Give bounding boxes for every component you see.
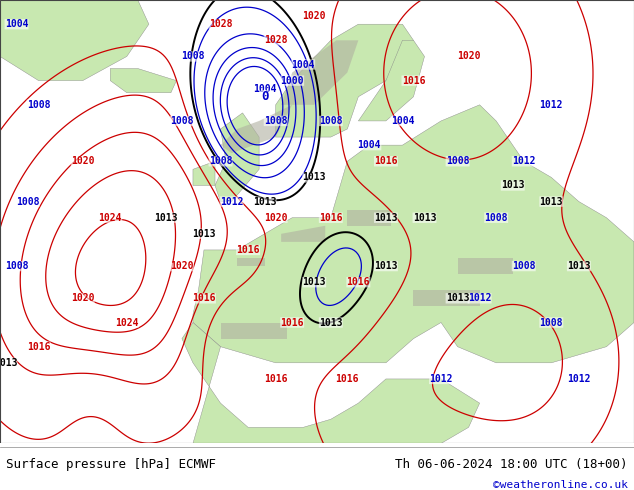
- Text: 1016: 1016: [264, 374, 287, 384]
- Polygon shape: [110, 69, 176, 93]
- Text: 1013: 1013: [302, 172, 326, 182]
- Text: 1013: 1013: [413, 213, 436, 222]
- Text: 1013: 1013: [374, 213, 398, 222]
- Text: 1012: 1012: [468, 294, 491, 303]
- Polygon shape: [458, 258, 513, 274]
- Polygon shape: [281, 226, 325, 242]
- Text: 1008: 1008: [540, 318, 563, 327]
- Polygon shape: [193, 161, 215, 185]
- Text: 1013: 1013: [446, 294, 469, 303]
- Text: 1024: 1024: [98, 213, 122, 222]
- Polygon shape: [0, 0, 149, 81]
- Text: 1008: 1008: [319, 116, 342, 126]
- Polygon shape: [413, 290, 480, 306]
- Text: 1004: 1004: [391, 116, 414, 126]
- Text: 1016: 1016: [27, 342, 50, 352]
- Text: 1013: 1013: [302, 277, 326, 287]
- Text: 1013: 1013: [540, 196, 563, 207]
- Text: 1013: 1013: [192, 229, 216, 239]
- Text: 1008: 1008: [484, 213, 508, 222]
- Polygon shape: [182, 322, 480, 443]
- Text: 1013: 1013: [374, 261, 398, 271]
- Text: 1004: 1004: [253, 84, 276, 94]
- Text: 1016: 1016: [280, 318, 304, 327]
- Polygon shape: [221, 322, 287, 339]
- Text: 1020: 1020: [71, 156, 94, 166]
- Text: 1008: 1008: [27, 100, 50, 110]
- Text: 1012: 1012: [567, 374, 591, 384]
- Text: 1004: 1004: [292, 59, 315, 70]
- Text: 1028: 1028: [264, 35, 287, 45]
- Text: 1016: 1016: [374, 156, 398, 166]
- Text: 1012: 1012: [512, 156, 536, 166]
- Text: 1004: 1004: [5, 19, 29, 29]
- Text: 0: 0: [261, 90, 268, 103]
- Text: 1020: 1020: [170, 261, 193, 271]
- Text: Th 06-06-2024 18:00 UTC (18+00): Th 06-06-2024 18:00 UTC (18+00): [395, 458, 628, 471]
- Text: 1008: 1008: [446, 156, 469, 166]
- Text: 1008: 1008: [170, 116, 193, 126]
- Polygon shape: [193, 105, 634, 363]
- Text: 1013: 1013: [567, 261, 591, 271]
- Text: 1008: 1008: [512, 261, 536, 271]
- Text: 1016: 1016: [347, 277, 370, 287]
- Polygon shape: [358, 40, 425, 121]
- Text: 1008: 1008: [264, 116, 287, 126]
- Text: 1013: 1013: [253, 196, 276, 207]
- Text: 1008: 1008: [181, 51, 205, 61]
- Text: 1020: 1020: [71, 294, 94, 303]
- Text: 1012: 1012: [429, 374, 453, 384]
- Text: 1000: 1000: [280, 75, 304, 86]
- Polygon shape: [221, 105, 292, 153]
- Polygon shape: [281, 40, 358, 105]
- Polygon shape: [215, 113, 259, 201]
- Text: 1016: 1016: [319, 213, 342, 222]
- Text: ©weatheronline.co.uk: ©weatheronline.co.uk: [493, 480, 628, 490]
- Text: 1016: 1016: [335, 374, 359, 384]
- Text: 1008: 1008: [16, 196, 39, 207]
- Text: 1016: 1016: [402, 75, 425, 86]
- Text: 1004: 1004: [358, 140, 381, 150]
- Polygon shape: [347, 210, 391, 226]
- Text: 1012: 1012: [540, 100, 563, 110]
- Text: Surface pressure [hPa] ECMWF: Surface pressure [hPa] ECMWF: [6, 458, 216, 471]
- Polygon shape: [237, 258, 264, 266]
- Text: 1013: 1013: [153, 213, 177, 222]
- Text: 1008: 1008: [5, 261, 29, 271]
- Text: 1008: 1008: [209, 156, 232, 166]
- Text: 1020: 1020: [264, 213, 287, 222]
- Text: 1020: 1020: [457, 51, 481, 61]
- Text: 1013: 1013: [319, 318, 342, 327]
- Polygon shape: [276, 24, 413, 137]
- Text: 1028: 1028: [209, 19, 232, 29]
- Text: 1024: 1024: [115, 318, 139, 327]
- Text: 1016: 1016: [192, 294, 216, 303]
- Text: 1012: 1012: [220, 196, 243, 207]
- Text: 1016: 1016: [236, 245, 260, 255]
- Text: 1020: 1020: [302, 11, 326, 21]
- Text: 1013: 1013: [0, 358, 17, 368]
- Text: 1013: 1013: [501, 180, 524, 191]
